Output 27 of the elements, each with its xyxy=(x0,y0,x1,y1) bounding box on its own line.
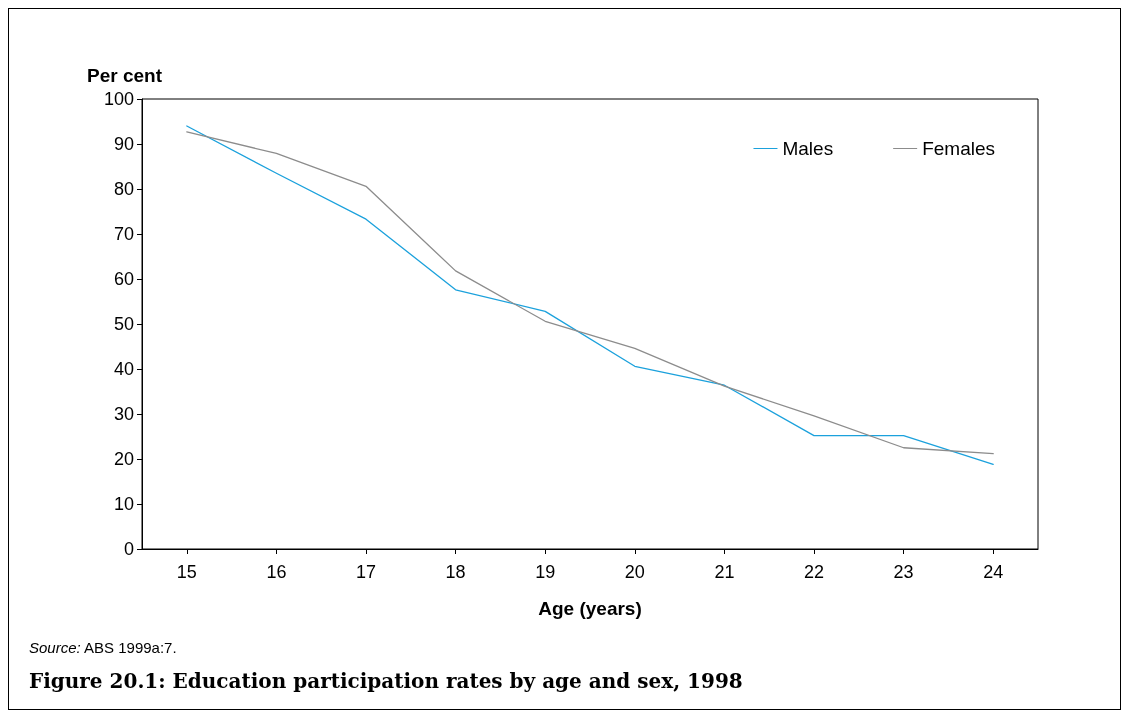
x-axis-title: Age (years) xyxy=(538,598,642,619)
y-tick-label: 90 xyxy=(113,134,134,154)
y-tick-label: 70 xyxy=(113,224,134,244)
y-tick-label: 60 xyxy=(113,269,134,289)
x-tick-label: 20 xyxy=(624,562,645,582)
y-tick-label: 50 xyxy=(113,314,134,334)
y-tick-label: 40 xyxy=(113,359,134,379)
x-tick-label: 19 xyxy=(535,562,556,582)
x-tick-label: 22 xyxy=(803,562,825,582)
y-tick-label: 10 xyxy=(113,494,134,514)
y-tick-label: 0 xyxy=(123,539,134,559)
source-note: Source: ABS 1999a:7. xyxy=(29,639,177,656)
y-axis-title: Per cent xyxy=(87,65,163,86)
legend-label: Males xyxy=(782,138,834,159)
x-tick-label: 18 xyxy=(445,562,466,582)
y-tick-label: 100 xyxy=(103,89,134,109)
x-tick-label: 24 xyxy=(983,562,1004,582)
y-tick-label: 80 xyxy=(113,179,134,199)
legend-label: Females xyxy=(922,138,995,159)
x-tick-label: 16 xyxy=(266,562,287,582)
x-tick-label: 17 xyxy=(355,562,377,582)
x-tick-label: 21 xyxy=(714,562,735,582)
x-tick-label: 23 xyxy=(893,562,914,582)
text: Figure 20.1: Education participation rates by age and sex, 1998 xyxy=(29,669,743,693)
x-tick-label: 15 xyxy=(176,562,197,582)
y-tick-label: 20 xyxy=(113,449,134,469)
y-tick-label: 30 xyxy=(113,404,134,424)
